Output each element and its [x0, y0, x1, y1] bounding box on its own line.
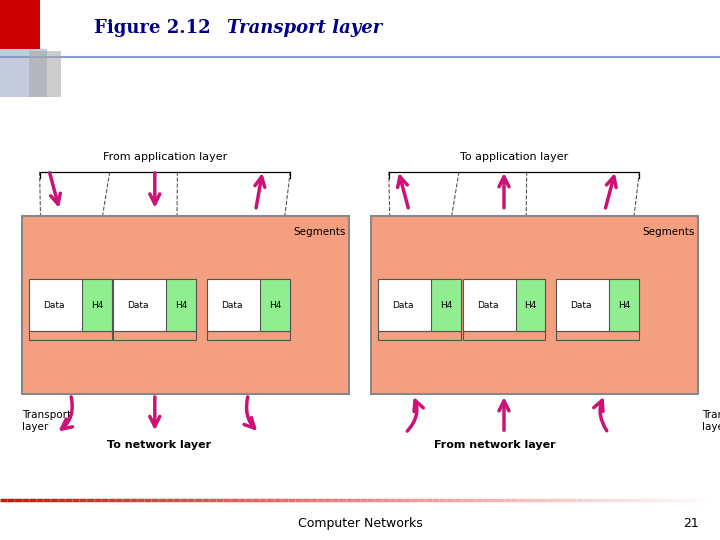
Text: Computer Networks: Computer Networks: [297, 517, 423, 530]
Text: From application layer: From application layer: [103, 152, 227, 162]
Bar: [557, 280, 639, 330]
Bar: [82, 280, 112, 330]
Bar: [431, 280, 461, 330]
Text: To application layer: To application layer: [460, 152, 568, 162]
Text: From network layer: From network layer: [434, 440, 556, 450]
Text: Data: Data: [477, 301, 498, 309]
Text: Transport
layer: Transport layer: [702, 410, 720, 432]
Bar: [166, 280, 196, 330]
Text: 21: 21: [683, 517, 698, 530]
Text: Data: Data: [43, 301, 65, 309]
Text: Data: Data: [127, 301, 149, 309]
Text: Segments: Segments: [293, 227, 346, 237]
Bar: [29, 280, 112, 330]
Text: H4: H4: [440, 301, 452, 309]
Text: H4: H4: [175, 301, 187, 309]
Bar: [557, 330, 639, 340]
Bar: [207, 280, 289, 330]
Text: Transport
layer: Transport layer: [22, 410, 71, 432]
Bar: [379, 280, 461, 330]
Bar: [114, 330, 196, 340]
Text: Segments: Segments: [642, 227, 695, 237]
Text: Data: Data: [221, 301, 243, 309]
Bar: [462, 330, 546, 340]
Text: H4: H4: [618, 301, 630, 309]
Bar: [609, 280, 639, 330]
Bar: [29, 330, 112, 340]
Bar: [371, 216, 698, 394]
Bar: [207, 330, 289, 340]
Bar: [379, 330, 461, 340]
Bar: [462, 280, 546, 330]
Text: H4: H4: [524, 301, 536, 309]
Bar: [114, 280, 196, 330]
Text: Transport layer: Transport layer: [227, 19, 382, 37]
Text: H4: H4: [91, 301, 103, 309]
Text: Figure 2.12: Figure 2.12: [94, 19, 210, 37]
Text: H4: H4: [269, 301, 281, 309]
Text: Data: Data: [392, 301, 414, 309]
Bar: [516, 280, 546, 330]
Text: To network layer: To network layer: [107, 440, 211, 450]
Bar: [260, 280, 289, 330]
Bar: [22, 216, 349, 394]
Text: Data: Data: [570, 301, 592, 309]
